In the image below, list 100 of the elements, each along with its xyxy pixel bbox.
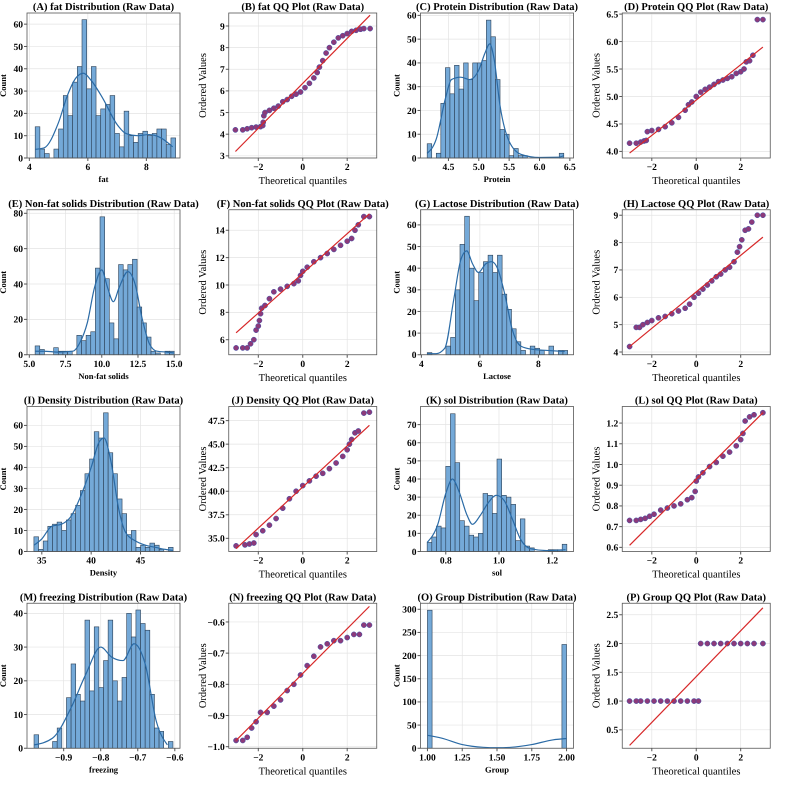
- y-tick-label: 6.5: [606, 10, 618, 20]
- x-tick-label: 0: [694, 360, 699, 370]
- x-tick-label: −0.6: [166, 753, 184, 764]
- chart-title: (F) Non-fat solids QQ Plot (Raw Data): [216, 198, 390, 210]
- x-axis-title: Theoretical quantiles: [258, 176, 347, 187]
- y-tick-label: 80: [14, 210, 24, 220]
- y-tick-label: −0.9: [207, 712, 225, 722]
- x-tick-label: 0: [300, 360, 306, 370]
- y-axis-title: Ordered Values: [198, 446, 209, 512]
- y-tick-label: 60: [14, 422, 24, 432]
- y-tick-label: 50: [14, 442, 24, 453]
- x-tick-label: 2: [738, 753, 744, 764]
- y-tick-label: 20: [407, 308, 417, 318]
- x-tick-label: 2: [344, 360, 350, 370]
- chart-title: (D) Protein QQ Plot (Raw Data): [624, 2, 769, 13]
- y-tick-label: 10: [407, 530, 417, 540]
- y-tick-label: 40: [407, 264, 417, 274]
- y-axis-title: Count: [392, 74, 402, 97]
- chart-title: (H) Lactose QQ Plot (Raw Data): [623, 198, 770, 210]
- y-tick-label: 1.2: [606, 419, 618, 430]
- y-tick-label: 30: [14, 484, 24, 495]
- y-tick-label: 0.5: [606, 726, 618, 736]
- x-tick-label: 15.0: [166, 360, 183, 370]
- x-tick-label: 8: [144, 163, 149, 173]
- x-tick-label: −2: [253, 360, 264, 370]
- x-tick-label: 2: [738, 163, 744, 173]
- x-tick-label: 2: [344, 163, 350, 173]
- y-tick-label: 37.5: [208, 511, 225, 522]
- y-tick-label: 4.0: [606, 148, 618, 158]
- y-tick-label: 50: [407, 242, 417, 253]
- y-tick-label: 10: [14, 132, 24, 142]
- y-tick-label: 5: [614, 320, 618, 331]
- x-axis-title: fat: [98, 174, 109, 184]
- x-tick-label: 35: [37, 556, 47, 566]
- y-tick-label: 2.5: [606, 611, 618, 622]
- x-tick-label: 6: [85, 163, 90, 173]
- x-tick-label: 2: [344, 753, 350, 764]
- x-tick-label: 1.2: [546, 556, 558, 566]
- x-axis-title: Theoretical quantiles: [652, 570, 740, 580]
- chart-title: (O) Group Distribution (Raw Data): [417, 592, 578, 604]
- y-tick-label: 60: [14, 20, 24, 30]
- x-tick-label: −0.9: [55, 753, 73, 764]
- x-axis-title: Theoretical quantiles: [258, 570, 347, 580]
- y-tick-label: 20: [14, 677, 24, 688]
- y-tick-label: 20: [14, 506, 24, 516]
- y-axis-title: Ordered Values: [198, 53, 209, 118]
- y-axis-title: Ordered Values: [591, 446, 602, 512]
- y-tick-label: 40: [407, 475, 417, 486]
- y-tick-label: 40: [407, 59, 417, 70]
- x-axis-title: sol: [492, 568, 503, 578]
- x-axis-title: Theoretical quantiles: [652, 372, 740, 384]
- x-axis-title: Density: [90, 568, 118, 578]
- x-tick-label: 7.5: [60, 360, 72, 370]
- y-tick-label: 47.5: [208, 416, 225, 427]
- y-axis-title: Ordered Values: [591, 53, 602, 118]
- y-tick-label: 5: [220, 108, 225, 119]
- y-tick-label: 40: [14, 65, 24, 76]
- y-axis-title: Ordered Values: [198, 250, 209, 315]
- chart-title: (E) Non-fat solids Distribution (Raw Data): [8, 198, 200, 210]
- y-tick-label: 6: [220, 87, 225, 98]
- y-tick-label: 40: [14, 280, 24, 290]
- y-tick-label: 50: [14, 42, 24, 53]
- y-tick-label: 40: [14, 464, 24, 474]
- y-tick-label: 100: [402, 698, 417, 708]
- y-tick-label: 10: [215, 281, 225, 292]
- x-tick-label: 5.5: [503, 163, 516, 173]
- x-tick-label: 4: [26, 163, 32, 173]
- y-tick-label: 30: [14, 643, 24, 654]
- chart-title: (L) sol QQ Plot (Raw Data): [634, 396, 758, 406]
- y-tick-label: −1.0: [207, 742, 225, 753]
- x-axis-title: freezing: [88, 764, 119, 774]
- chart-title: (J) Density QQ Plot (Raw Data): [231, 396, 375, 406]
- x-axis-title: Non-fat solids: [78, 370, 130, 381]
- x-tick-label: 1.00: [419, 753, 436, 764]
- x-tick-label: 2: [344, 556, 350, 566]
- chart-title: (I) Density Distribution (Raw Data): [24, 396, 184, 406]
- x-tick-label: −2: [253, 163, 264, 173]
- y-tick-label: −0.6: [207, 618, 225, 628]
- y-tick-label: 30: [14, 87, 24, 98]
- y-tick-label: 30: [407, 82, 417, 93]
- y-tick-label: 1.1: [606, 440, 618, 450]
- y-tick-label: 50: [407, 457, 417, 468]
- y-tick-label: 14: [215, 226, 225, 237]
- y-tick-label: 0: [18, 154, 24, 164]
- y-tick-label: 0.9: [606, 482, 618, 492]
- y-tick-label: 6: [220, 336, 225, 346]
- y-tick-label: 250: [402, 628, 417, 639]
- x-tick-label: 5.0: [472, 163, 485, 173]
- y-axis-title: Count: [392, 664, 402, 688]
- y-tick-label: 60: [407, 439, 417, 450]
- y-tick-label: 42.5: [208, 464, 225, 474]
- x-axis-title: Protein: [484, 174, 511, 184]
- y-tick-label: 20: [407, 106, 417, 117]
- y-tick-label: 20: [14, 110, 24, 120]
- y-axis-title: Count: [0, 74, 8, 97]
- x-axis-title: Theoretical quantiles: [652, 176, 740, 187]
- x-tick-label: 6: [478, 360, 483, 370]
- x-tick-label: 2.00: [558, 753, 576, 764]
- y-tick-label: −0.7: [207, 649, 225, 660]
- y-tick-label: 50: [407, 721, 417, 732]
